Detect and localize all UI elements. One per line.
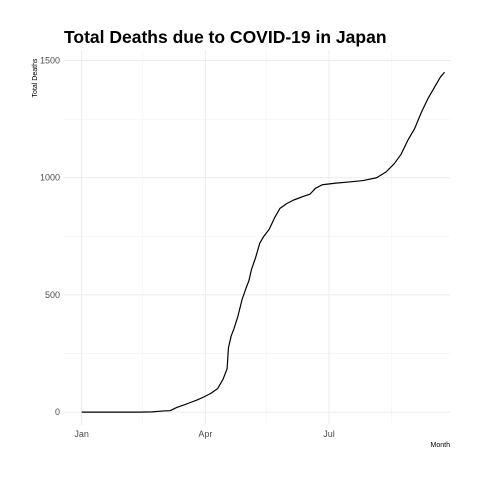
chart-title: Total Deaths due to COVID-19 in Japan	[64, 27, 387, 47]
minor-gridlines	[64, 50, 450, 425]
major-gridlines	[64, 50, 450, 425]
y-axis-title: Total Deaths	[32, 58, 39, 97]
x-tick-label: Jul	[323, 429, 335, 439]
y-tick-label: 1500	[40, 56, 60, 66]
x-tick-label: Jan	[74, 429, 89, 439]
x-tick-label: Apr	[198, 429, 212, 439]
series-layer	[81, 71, 446, 413]
series-line	[81, 71, 446, 413]
y-tick-label: 0	[55, 407, 60, 417]
x-axis-title: Month	[431, 442, 451, 449]
y-axis-tick-labels: 0 500 1000 1500	[40, 56, 60, 418]
y-tick-label: 500	[45, 290, 60, 300]
y-tick-label: 1000	[40, 173, 60, 183]
x-axis-tick-labels: Jan Apr Jul	[74, 429, 334, 439]
